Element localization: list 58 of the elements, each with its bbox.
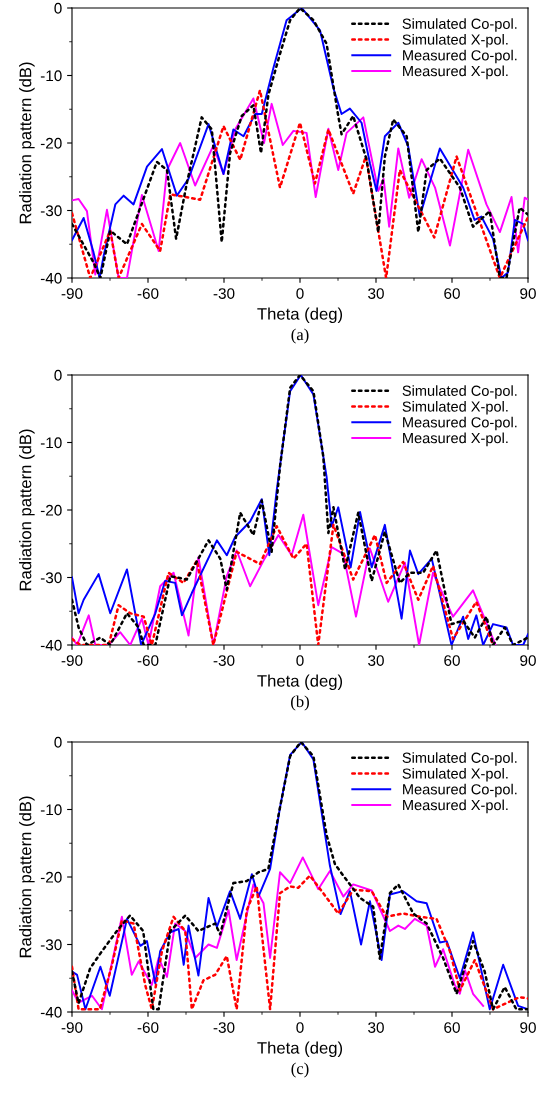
y-tick-label: -30 [40,205,62,217]
x-tick-label: 30 [368,655,384,666]
x-tick-label: 90 [520,655,536,666]
x-tick-label: -90 [61,655,83,666]
legend-label: Simulated Co-pol. [402,385,517,399]
y-tick-label: -20 [40,871,62,883]
y-tick-label: -20 [40,504,62,516]
x-tick-label: 0 [296,655,304,666]
x-axis-title: Theta (deg) [257,1041,343,1058]
y-tick-label: -10 [40,70,62,82]
x-tick-label: 0 [296,288,304,299]
x-tick-label: 60 [444,655,460,666]
y-tick-label: -10 [40,437,62,449]
y-tick-label: 0 [54,369,62,381]
y-tick-label: 0 [54,2,62,14]
y-tick-label: -10 [40,804,62,816]
x-tick-label: -30 [213,1022,235,1033]
legend-label: Measured Co-pol. [403,49,517,64]
y-tick-label: -30 [40,939,62,951]
text: (c) [291,1062,309,1078]
y-tick-label: -30 [40,572,62,584]
x-tick-label: -30 [213,655,235,666]
x-tick-label: 90 [520,288,536,299]
x-tick-label: -60 [137,655,159,666]
y-axis-title: Radiation pattern (dB) [19,796,35,958]
legend-label: Simulated X-pol. [402,33,508,48]
y-axis-title: Radiation pattern (dB) [19,62,35,224]
x-axis-title: Theta (deg) [257,674,343,691]
legend-label: Simulated Co-pol. [402,18,517,32]
x-tick-label: 60 [444,1022,460,1033]
x-tick-label: -60 [137,288,159,299]
x-tick-label: -30 [213,288,235,299]
y-tick-label: -40 [40,272,62,284]
x-tick-label: 0 [296,1022,304,1033]
y-tick-label: -40 [40,639,62,651]
x-tick-label: 60 [444,288,460,299]
legend-label: Simulated Co-pol. [402,752,517,766]
legend-label: Measured X-pol. [403,799,508,814]
legend-label: Measured Co-pol. [403,416,517,431]
legend-label: Simulated X-pol. [402,767,508,782]
y-tick-label: -20 [40,137,62,149]
y-tick-label: 0 [54,736,62,748]
x-axis-title: Theta (deg) [257,307,343,324]
legend-label: Simulated X-pol. [402,400,508,415]
line-series [72,856,485,1011]
legend-label: Measured X-pol. [403,432,508,447]
x-tick-label: -60 [137,1022,159,1033]
legend-label: Measured Co-pol. [403,783,517,798]
x-tick-label: -90 [61,288,83,299]
x-tick-label: 30 [368,288,384,299]
x-tick-label: -90 [61,1022,83,1033]
text: (a) [291,328,309,344]
text: (b) [291,695,309,711]
x-tick-label: 90 [520,1022,536,1033]
x-tick-label: 30 [368,1022,384,1033]
y-axis-title: Radiation pattern (dB) [19,429,35,591]
legend-label: Measured X-pol. [403,65,508,80]
y-tick-label: -40 [40,1006,62,1018]
